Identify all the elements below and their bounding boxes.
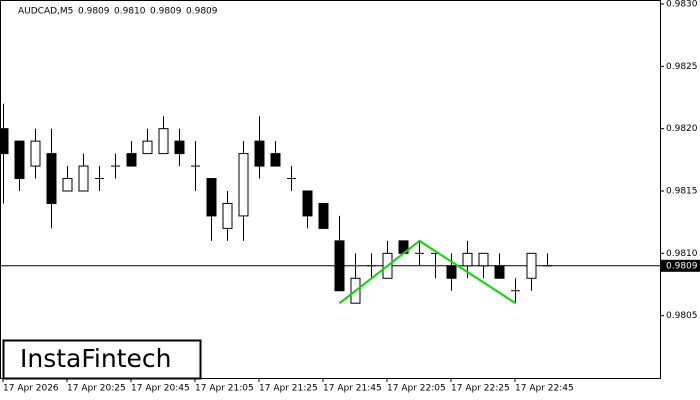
last-price-box (660, 259, 700, 272)
candle-body (302, 190, 313, 217)
candle-body (526, 252, 537, 279)
ohlc-value: 0.9809 (186, 7, 218, 17)
x-tick-label: 17 Apr 22:45 (515, 384, 574, 394)
y-tick-label: 0.9810 (666, 249, 698, 259)
x-tick-label: 17 Apr 21:05 (195, 384, 254, 394)
y-tick-label: 0.9825 (666, 62, 698, 72)
x-tick-label: 17 Apr 20:25 (67, 384, 126, 394)
x-tick-label: 17 Apr 21:25 (259, 384, 318, 394)
candle-body (62, 178, 73, 192)
x-tick-label: 17 Apr 22:05 (387, 384, 446, 394)
ohlc-value: 0.9809 (150, 7, 182, 17)
x-tick-label: 17 Apr 21:45 (323, 384, 382, 394)
ohlc-value: 0.9810 (114, 7, 146, 17)
candle-body (46, 153, 57, 204)
candle-body (318, 202, 329, 229)
candle-body (174, 140, 185, 155)
candle-body (126, 153, 137, 167)
logo-box (2, 339, 202, 380)
candle-body (142, 140, 153, 155)
x-tick-label: 17 Apr 2026 (3, 384, 59, 394)
candle-body (222, 202, 233, 229)
candle-body (478, 252, 489, 267)
x-tick-label: 17 Apr 20:45 (131, 384, 190, 394)
y-tick-label: 0.9830 (666, 0, 698, 10)
chart-title: AUDCAD,M5 (18, 7, 73, 17)
candle-body (0, 128, 9, 155)
x-tick-label: 17 Apr 22:25 (451, 384, 510, 394)
candle-body (14, 140, 25, 180)
candle-body (462, 252, 473, 267)
candle-body (206, 178, 217, 217)
candle-body (158, 128, 169, 155)
logo: InstaFintech (20, 344, 172, 373)
pattern-line (338, 239, 517, 305)
candle-body (254, 140, 265, 167)
y-tick-label: 0.9815 (666, 187, 698, 197)
candle-body (270, 153, 281, 167)
candle-body (78, 165, 89, 192)
candle-body (334, 240, 345, 292)
candle-body (446, 265, 457, 279)
y-tick-label: 0.9805 (666, 311, 698, 321)
candle-body (494, 265, 505, 279)
last-price-label: 0.9809 (666, 261, 698, 271)
candle-body (238, 153, 249, 217)
plot-frame (0, 0, 661, 379)
ohlc-value: 0.9809 (78, 7, 110, 17)
y-tick-label: 0.9820 (666, 124, 698, 134)
candle-body (30, 140, 41, 167)
